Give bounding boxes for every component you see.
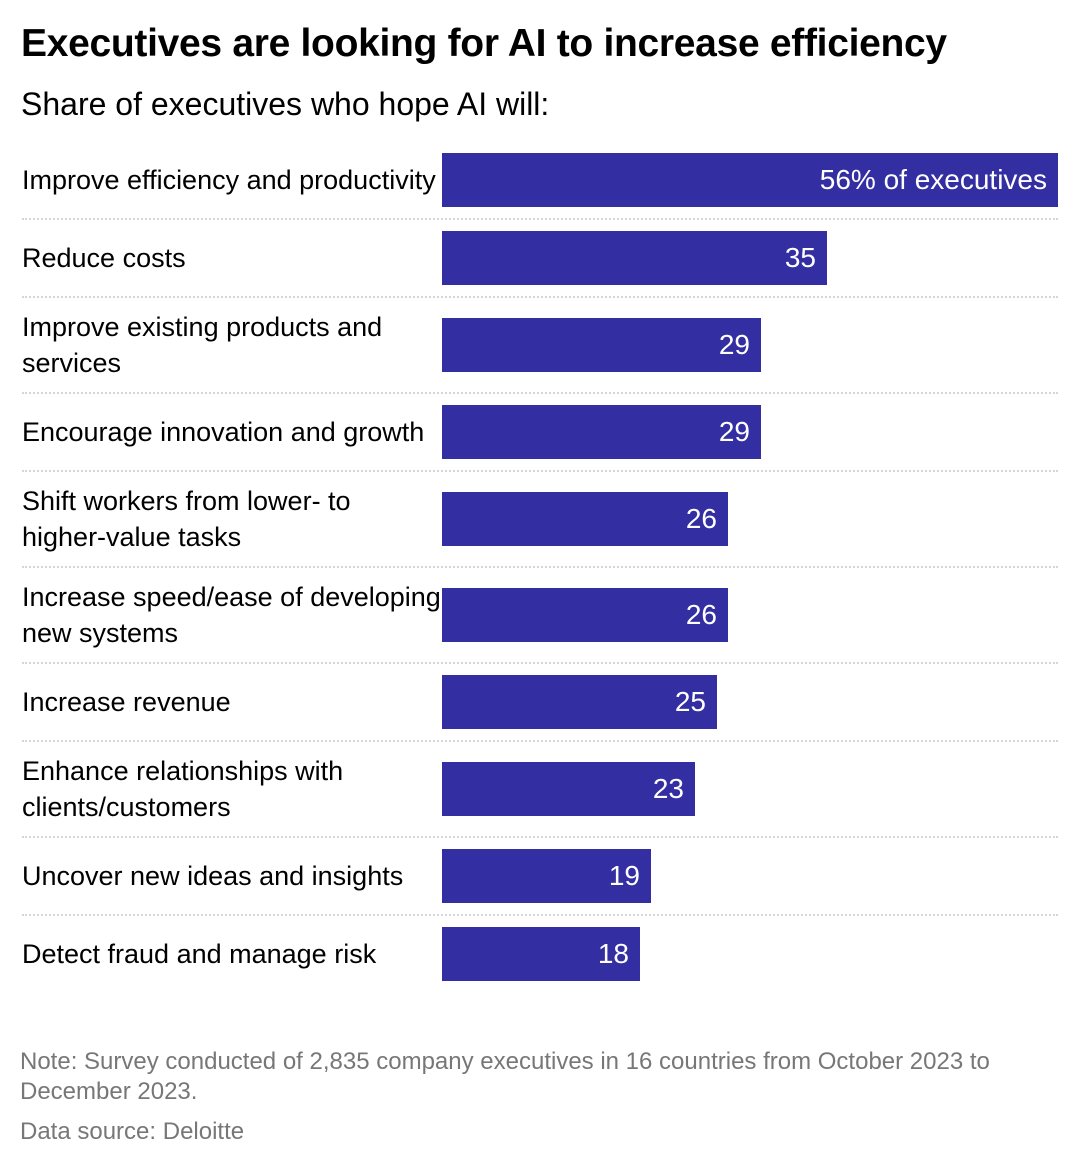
data-label: 26 [685,599,717,630]
bar-track: 23 [442,762,1058,816]
category-label: Encourage innovation and growth [22,417,425,447]
data-label: 35 [784,242,816,273]
data-label: 56% of executives [819,164,1047,195]
chart-note: Note: Survey conducted of 2,835 company … [20,1048,990,1105]
bar-track: 29 [442,405,1058,459]
bar-row: Reduce costs 35 [22,220,1058,298]
bar-track: 26 [442,492,1058,546]
bar-row: Encourage innovation and growth 29 [22,394,1058,472]
bar-track: 19 [442,849,1058,903]
category-label: Increase speed/ease of developing new sy… [22,582,441,648]
data-label: 23 [652,773,684,804]
bar: 26 [442,588,728,642]
bar-track: 29 [442,318,1058,372]
data-label: 18 [597,938,629,969]
category-label: Reduce costs [22,243,186,273]
bar: 18 [442,927,640,981]
data-label: 19 [608,860,640,891]
data-label: 29 [718,329,750,360]
bar: 35 [442,231,827,285]
bar-row: Shift workers from lower- to higher-valu… [22,472,1058,568]
bar-row: Detect fraud and manage risk 18 [22,916,1058,992]
bar: 56% of executives [442,153,1058,207]
bar-row: Improve existing products and services 29 [22,298,1058,394]
bar: 19 [442,849,651,903]
chart-title: Executives are looking for AI to increas… [21,22,947,65]
bar-row: Uncover new ideas and insights 19 [22,838,1058,916]
bar-rows: Improve efficiency and productivity 56% o… [22,142,1058,992]
data-source: Data source: Deloitte [20,1118,245,1145]
bar: 29 [442,318,761,372]
data-label: 26 [685,503,717,534]
bar-row: Improve efficiency and productivity 56% o… [22,142,1058,220]
bar-track: 25 [442,675,1058,729]
bar: 26 [442,492,728,546]
category-label: Detect fraud and manage risk [22,939,377,969]
bar: 25 [442,675,717,729]
category-label: Improve efficiency and productivity [22,165,436,195]
category-label: Shift workers from lower- to higher-valu… [22,486,351,552]
category-label: Enhance relationships with clients/custo… [22,756,344,822]
bar: 23 [442,762,695,816]
bar-track: 56% of executives [442,153,1058,207]
bar-row: Enhance relationships with clients/custo… [22,742,1058,838]
category-label: Improve existing products and services [22,312,383,378]
category-label: Uncover new ideas and insights [22,861,404,891]
bar-row: Increase revenue 25 [22,664,1058,742]
data-label: 29 [718,416,750,447]
bar-track: 35 [442,231,1058,285]
bar-row: Increase speed/ease of developing new sy… [22,568,1058,664]
bar: 29 [442,405,761,459]
data-label: 25 [674,686,706,717]
category-label: Increase revenue [22,687,231,717]
bar-track: 26 [442,588,1058,642]
chart-subtitle: Share of executives who hope AI will: [21,86,550,122]
bar-track: 18 [442,927,1058,981]
